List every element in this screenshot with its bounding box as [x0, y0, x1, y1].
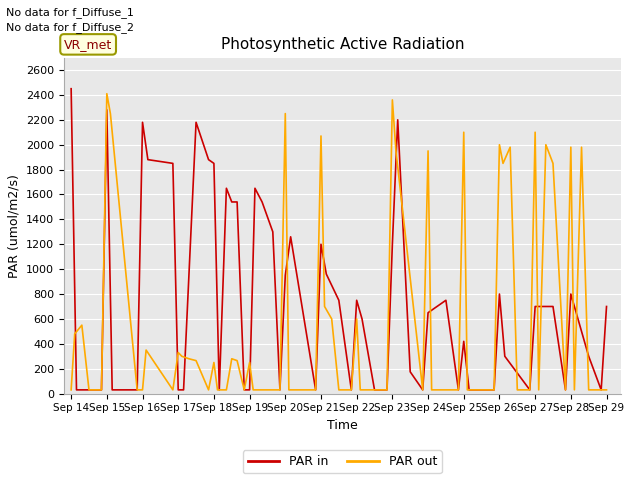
PAR out: [353, 316, 360, 322]
PAR out: [103, 91, 111, 96]
PAR out: [205, 387, 212, 393]
PAR out: [603, 387, 611, 393]
PAR in: [67, 86, 75, 92]
Text: VR_met: VR_met: [64, 38, 112, 51]
PAR in: [259, 199, 266, 205]
Legend: PAR in, PAR out: PAR in, PAR out: [243, 450, 442, 473]
PAR out: [246, 360, 253, 365]
Title: Photosynthetic Active Radiation: Photosynthetic Active Radiation: [221, 37, 464, 52]
Line: PAR in: PAR in: [71, 89, 607, 390]
Line: PAR out: PAR out: [71, 94, 607, 390]
PAR in: [603, 304, 611, 310]
Text: No data for f_Diffuse_1: No data for f_Diffuse_1: [6, 7, 134, 18]
PAR out: [392, 148, 400, 154]
PAR out: [67, 387, 75, 393]
PAR out: [549, 160, 557, 166]
PAR out: [185, 356, 193, 361]
PAR in: [383, 387, 391, 393]
PAR in: [98, 387, 106, 393]
Text: No data for f_Diffuse_2: No data for f_Diffuse_2: [6, 22, 134, 33]
PAR in: [394, 117, 401, 123]
PAR in: [460, 338, 468, 344]
Y-axis label: PAR (umol/m2/s): PAR (umol/m2/s): [8, 174, 20, 277]
PAR in: [73, 387, 81, 393]
PAR in: [353, 298, 360, 303]
X-axis label: Time: Time: [327, 419, 358, 432]
